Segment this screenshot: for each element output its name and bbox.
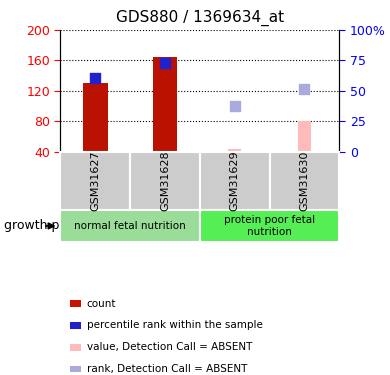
Text: growth protocol: growth protocol (4, 219, 103, 232)
Title: GDS880 / 1369634_at: GDS880 / 1369634_at (116, 10, 284, 26)
Point (92, 75, 98, 81)
Text: GSM31629: GSM31629 (230, 151, 240, 211)
Text: GSM31630: GSM31630 (300, 151, 309, 211)
Text: rank, Detection Call = ABSENT: rank, Detection Call = ABSENT (87, 364, 247, 374)
Text: normal fetal nutrition: normal fetal nutrition (74, 221, 186, 231)
Bar (298, 122, 311, 152)
Point (301, 86, 308, 92)
Text: percentile rank within the sample: percentile rank within the sample (87, 321, 262, 330)
Text: protein poor fetal
nutrition: protein poor fetal nutrition (224, 215, 315, 237)
Point (232, 103, 238, 109)
Text: GSM31628: GSM31628 (160, 151, 170, 211)
Point (162, 60, 168, 66)
Bar (83, 83, 108, 152)
Bar (228, 149, 241, 152)
Text: value, Detection Call = ABSENT: value, Detection Call = ABSENT (87, 342, 252, 352)
Bar (153, 57, 177, 152)
Text: count: count (87, 299, 116, 309)
Text: GSM31627: GSM31627 (90, 151, 100, 211)
